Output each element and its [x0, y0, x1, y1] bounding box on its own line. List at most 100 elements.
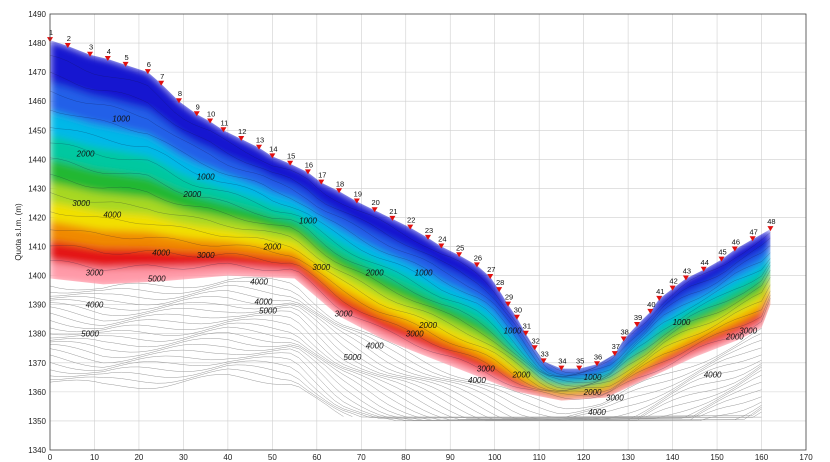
electrode-marker	[104, 56, 111, 62]
contour-label: 4000	[255, 298, 273, 307]
contour-label: 5000	[344, 353, 362, 362]
y-tick-label: 1360	[28, 388, 46, 397]
electrode-label: 44	[701, 258, 709, 267]
electrode-label: 39	[634, 313, 642, 322]
electrode-label: 26	[474, 253, 482, 262]
contour-label: 4000	[588, 408, 606, 417]
contour-label: 1000	[415, 269, 433, 278]
electrode-marker	[287, 160, 294, 166]
y-tick-label: 1470	[28, 68, 46, 77]
electrode-marker	[207, 118, 214, 124]
x-tick-label: 60	[312, 453, 321, 462]
electrode-label: 33	[540, 349, 548, 358]
electrode-marker	[700, 266, 707, 272]
electrode-marker	[425, 234, 431, 240]
electrode-label: 22	[407, 216, 415, 225]
contour-label: 3000	[477, 365, 495, 374]
electrode-label: 23	[425, 226, 433, 235]
electrode-marker	[718, 256, 725, 262]
x-tick-label: 30	[179, 453, 188, 462]
contour-label: 1000	[673, 318, 691, 327]
y-tick-label: 1390	[28, 301, 46, 310]
electrode-label: 46	[732, 237, 740, 246]
electrode-marker	[193, 111, 200, 117]
electrode-marker	[389, 215, 396, 221]
electrode-marker	[238, 135, 245, 141]
contour-label: 4000	[86, 301, 104, 310]
contour-label: 3000	[606, 394, 624, 403]
electrode-label: 45	[718, 248, 726, 257]
electrode-marker	[144, 69, 151, 75]
x-tick-label: 20	[134, 453, 143, 462]
electrode-label: 11	[221, 118, 229, 127]
electrode-marker	[438, 243, 445, 249]
electrode-marker	[531, 345, 538, 351]
electrode-label: 8	[178, 89, 182, 98]
resistivity-band	[50, 202, 771, 393]
resistivity-band	[50, 40, 771, 375]
electrode-marker	[318, 179, 325, 185]
electrode-label: 10	[207, 110, 215, 119]
electrode-label: 41	[656, 287, 664, 296]
electrode-marker	[749, 236, 756, 242]
electrode-marker	[256, 144, 263, 150]
electrode-label: 30	[514, 306, 522, 315]
electrode-marker	[456, 252, 463, 258]
resistivity-band	[50, 159, 771, 388]
contour-label: 3000	[72, 199, 90, 208]
resistivity-band	[50, 83, 771, 379]
electrode-marker	[669, 285, 676, 291]
electrode-label: 19	[354, 189, 362, 198]
y-tick-label: 1400	[28, 272, 46, 281]
electrode-marker	[576, 365, 583, 371]
y-tick-label: 1380	[28, 330, 46, 339]
electrodes: 123 4567891011121314151617181920212223242…	[47, 28, 776, 371]
electrode-marker	[336, 188, 343, 194]
contour-label: 1000	[299, 216, 317, 225]
contour-label: 4000	[103, 210, 121, 219]
electrode-label: 48	[767, 217, 775, 226]
x-tick-label: 80	[401, 453, 410, 462]
resistivity-fill	[50, 40, 771, 401]
contour-label: 3000	[406, 330, 424, 339]
y-tick-label: 1440	[28, 155, 46, 164]
contour-label: 5000	[148, 274, 166, 283]
electrode-marker	[558, 365, 565, 371]
electrode-label: 29	[505, 293, 513, 302]
electrode-marker	[304, 169, 311, 175]
electrode-label: 14	[269, 144, 277, 153]
y-tick-label: 1340	[28, 446, 46, 455]
x-tick-label: 70	[357, 453, 366, 462]
y-tick-label: 1370	[28, 359, 46, 368]
electrode-label: 47	[749, 227, 757, 236]
x-tick-label: 120	[577, 453, 591, 462]
contour-label: 1000	[504, 327, 522, 336]
electrode-label: 12	[238, 127, 246, 136]
y-tick-label: 1450	[28, 126, 46, 135]
resistivity-band	[50, 261, 771, 401]
y-tick-label: 1420	[28, 213, 46, 222]
x-tick-label: 140	[666, 453, 680, 462]
electrode-label: 9	[196, 102, 200, 111]
resistivity-band	[50, 240, 771, 399]
contour-label: 2000	[365, 269, 384, 278]
contour-label: 3000	[197, 251, 215, 260]
contour-label: 1000	[584, 373, 602, 382]
y-axis-label: Quota s.l.m. (m)	[14, 203, 23, 261]
electrode-marker	[487, 274, 494, 280]
x-tick-label: 40	[223, 453, 232, 462]
y-tick-label: 1460	[28, 97, 46, 106]
contour-label: 4000	[152, 248, 170, 257]
contour-label: 2000	[583, 388, 602, 397]
electrode-marker	[64, 42, 71, 48]
electrode-label: 40	[647, 300, 655, 309]
electrode-label: 25	[456, 243, 464, 252]
electrode-marker	[220, 127, 227, 133]
x-axis-ticks: 0 10 20 30 40 50 60 70 80 90 100 110 120 130 140 150 160…	[48, 453, 813, 462]
electrode-label: 6	[147, 60, 151, 69]
y-tick-label: 1480	[28, 39, 46, 48]
electrode-marker	[87, 51, 94, 57]
contour-label: 4000	[366, 341, 384, 350]
electrode-marker	[513, 314, 520, 320]
